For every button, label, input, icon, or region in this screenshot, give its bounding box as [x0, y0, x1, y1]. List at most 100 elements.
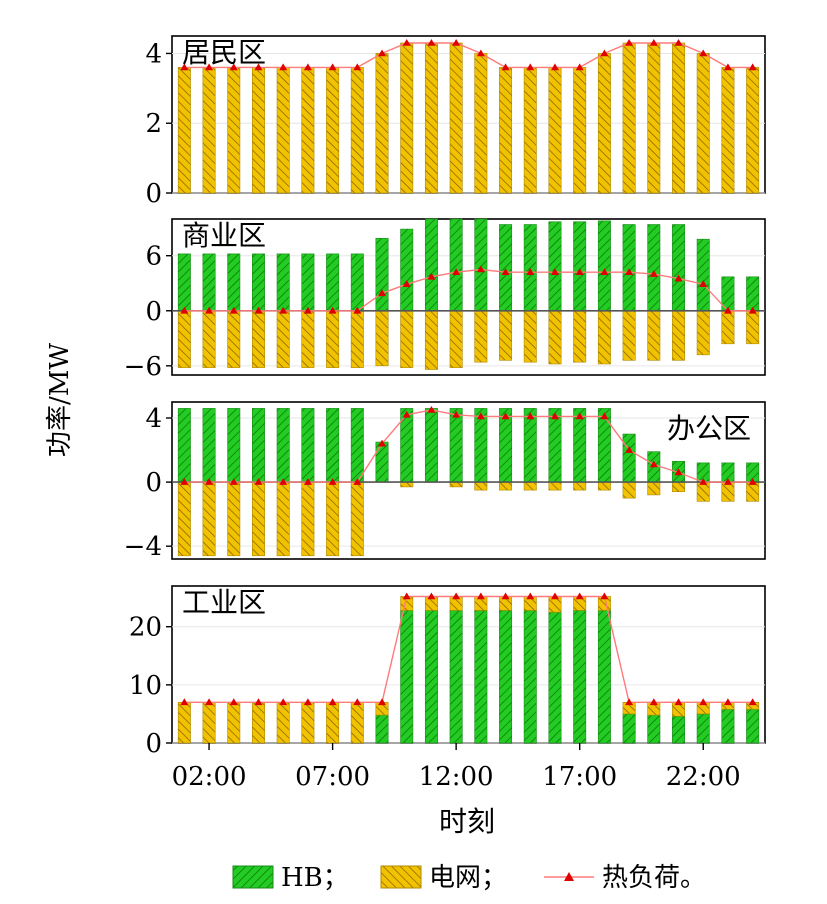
heat-load-point: [402, 592, 411, 600]
heat-load-point: [501, 412, 510, 420]
heat-load-point: [180, 306, 189, 314]
heat-load-point: [353, 306, 362, 314]
grid-bar: [326, 310, 340, 368]
heat-load-point: [625, 268, 634, 276]
hb-bar: [252, 253, 265, 312]
heat-load-point: [452, 592, 461, 600]
grid-bar: [672, 42, 685, 194]
grid-bar: [696, 481, 710, 502]
grid-bar: [573, 310, 587, 363]
grid-bar: [301, 310, 315, 368]
hb-bar: [622, 433, 636, 483]
panel-4: 0 10 20 工业区: [129, 585, 766, 759]
heat-load-point: [600, 412, 609, 420]
x-tick-label: 12:00: [419, 762, 494, 792]
grid-bar: [227, 481, 241, 557]
heat-load-point: [748, 306, 757, 314]
hb-bar: [523, 610, 537, 744]
grid-bar: [350, 67, 364, 194]
heat-load-point: [353, 478, 362, 485]
heat-load-point: [402, 280, 411, 287]
heat-load-point: [748, 698, 757, 706]
grid-bar: [227, 310, 241, 368]
grid-bar: [449, 310, 463, 368]
y-tick-label: 20: [129, 613, 162, 643]
heat-load-point: [353, 698, 362, 706]
x-tick-label: 07:00: [295, 762, 370, 792]
y-tick-label: −4: [124, 532, 162, 562]
heat-load-point: [452, 268, 461, 276]
grid-bar: [350, 701, 364, 744]
hb-bar: [326, 253, 340, 312]
heat-load-line: [184, 409, 753, 483]
grid-bar: [177, 67, 191, 194]
heat-load-point: [625, 446, 634, 453]
grid-bar: [252, 481, 265, 557]
heat-load-point: [180, 698, 189, 706]
grid-bar: [350, 310, 364, 368]
hb-bar: [202, 253, 216, 312]
heat-load-point: [303, 478, 312, 485]
hb-bar: [499, 610, 513, 744]
legend: HB； 电网； 热负荷。: [232, 863, 706, 893]
hb-bar: [375, 237, 389, 312]
hb-bar: [400, 228, 414, 312]
heat-load-point: [550, 63, 559, 71]
grid-bar: [696, 53, 710, 194]
hb-bar: [499, 408, 513, 483]
heat-load-point: [625, 698, 634, 706]
heat-load-point: [723, 306, 732, 314]
heat-load-point: [229, 698, 238, 706]
heat-load-point: [526, 412, 535, 420]
heat-load-point: [205, 63, 214, 71]
y-tick-label: −6: [124, 352, 162, 382]
y-axis-label: 功率/MW: [45, 343, 75, 457]
hb-bar: [721, 708, 735, 744]
heat-load-point: [229, 63, 238, 71]
grid-bar: [252, 310, 265, 368]
heat-load-point: [180, 63, 189, 71]
hb-bar: [746, 276, 760, 312]
heat-load-point: [674, 468, 683, 476]
grid-bar: [227, 67, 241, 194]
hb-bar: [523, 408, 537, 483]
legend-heat-label: 热负荷。: [602, 863, 706, 893]
hb-bar: [424, 218, 438, 312]
heat-load-point: [303, 306, 312, 314]
hb-bar: [301, 253, 315, 312]
grid-bar: [499, 67, 513, 194]
hb-bar: [350, 408, 364, 483]
grid-bar: [375, 53, 389, 194]
hb-bar: [177, 408, 191, 483]
heat-load-point: [402, 410, 411, 418]
grid-bar: [597, 53, 611, 194]
grid-bar: [301, 67, 315, 194]
heat-load-point: [427, 406, 436, 413]
hb-bar: [350, 253, 364, 312]
hb-bar: [672, 224, 685, 312]
heat-load-point: [452, 38, 461, 46]
heat-load-point: [723, 478, 732, 485]
grid-bar: [449, 42, 463, 194]
heat-load-point: [649, 698, 658, 706]
heat-load-point: [378, 439, 387, 447]
hb-bar: [499, 224, 513, 312]
legend-grid-label: 电网；: [429, 863, 507, 893]
grid-bar: [721, 310, 735, 345]
heat-load-point: [402, 38, 411, 46]
panel-1: 0 2 4 居民区: [145, 35, 766, 209]
hb-bar: [375, 714, 389, 744]
hb-bar: [548, 221, 562, 312]
grid-bar: [202, 310, 216, 368]
hb-bar: [424, 408, 438, 483]
grid-bar: [252, 701, 265, 744]
grid-bar: [474, 53, 488, 194]
grid-bar: [227, 701, 241, 744]
grid-bar: [647, 481, 661, 496]
heat-load-point: [674, 38, 683, 46]
heat-load-point: [526, 268, 535, 276]
hb-bar: [548, 408, 562, 483]
y-tick-label: 0: [145, 297, 162, 327]
heat-load-point: [674, 274, 683, 282]
